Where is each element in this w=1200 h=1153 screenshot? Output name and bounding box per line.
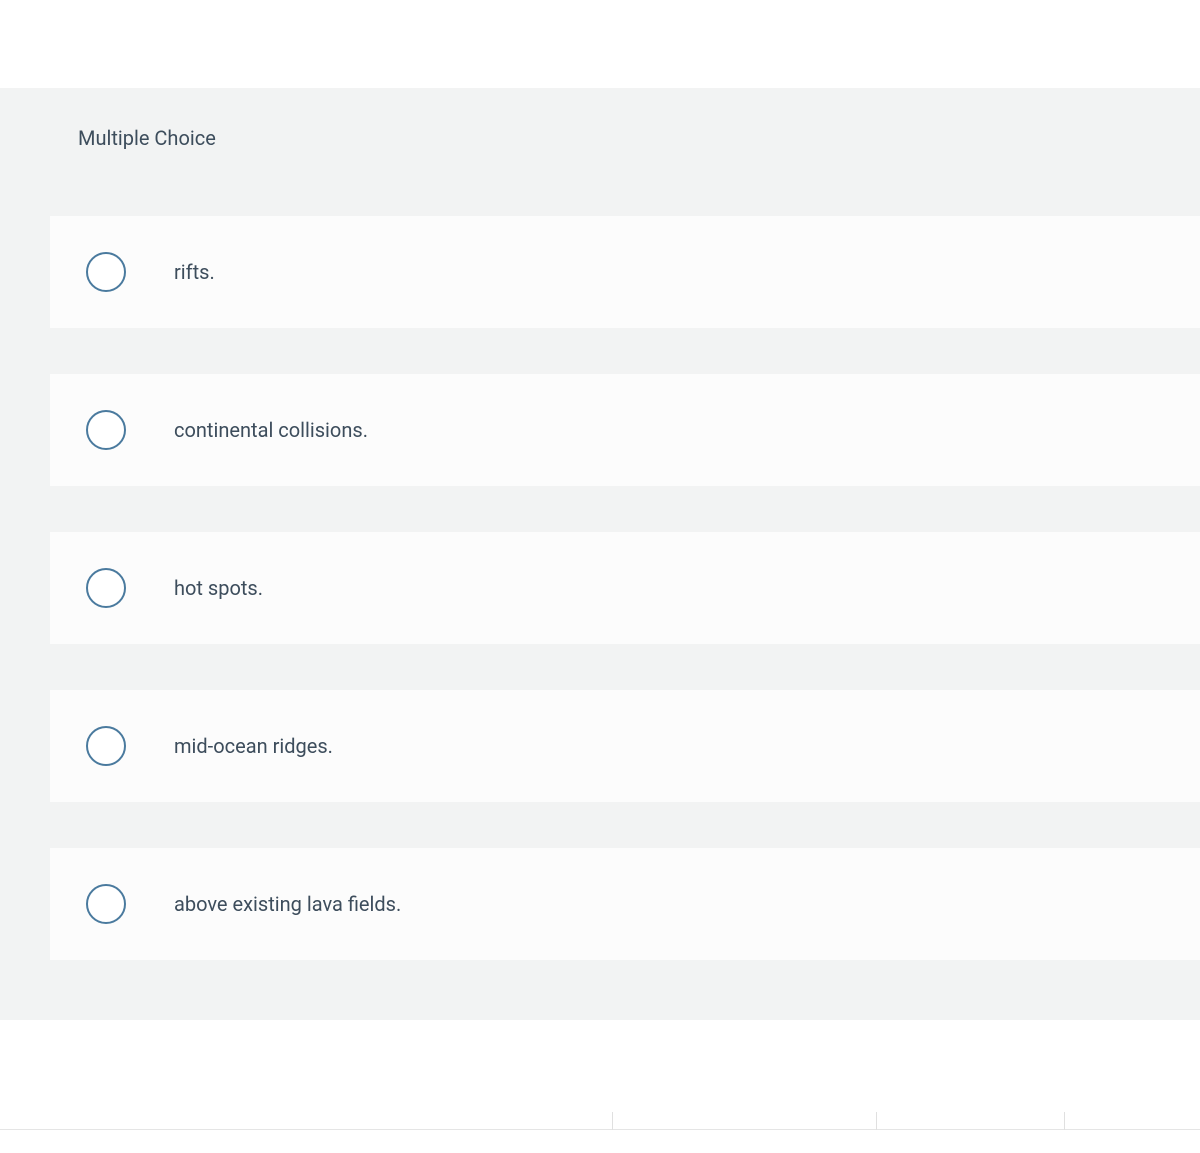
option-label: rifts. bbox=[174, 260, 215, 284]
radio-unchecked-icon[interactable] bbox=[86, 568, 126, 608]
option-row[interactable]: rifts. bbox=[50, 216, 1200, 328]
bottom-divider bbox=[0, 1129, 1200, 1130]
bottom-tick bbox=[876, 1112, 877, 1130]
option-label: above existing lava fields. bbox=[174, 892, 401, 916]
bottom-area bbox=[0, 1020, 1200, 1130]
question-container: Multiple Choice rifts. continental colli… bbox=[0, 88, 1200, 1020]
radio-unchecked-icon[interactable] bbox=[86, 252, 126, 292]
options-wrapper: rifts. continental collisions. hot spots… bbox=[0, 188, 1200, 960]
radio-unchecked-icon[interactable] bbox=[86, 884, 126, 924]
option-label: hot spots. bbox=[174, 576, 263, 600]
option-label: continental collisions. bbox=[174, 418, 368, 442]
bottom-tick bbox=[612, 1112, 613, 1130]
option-row[interactable]: hot spots. bbox=[50, 532, 1200, 644]
radio-unchecked-icon[interactable] bbox=[86, 410, 126, 450]
option-row[interactable]: above existing lava fields. bbox=[50, 848, 1200, 960]
radio-unchecked-icon[interactable] bbox=[86, 726, 126, 766]
question-type-label: Multiple Choice bbox=[0, 88, 1200, 188]
top-spacer bbox=[0, 0, 1200, 88]
option-row[interactable]: continental collisions. bbox=[50, 374, 1200, 486]
bottom-tick bbox=[1064, 1112, 1065, 1130]
option-label: mid-ocean ridges. bbox=[174, 734, 333, 758]
option-row[interactable]: mid-ocean ridges. bbox=[50, 690, 1200, 802]
